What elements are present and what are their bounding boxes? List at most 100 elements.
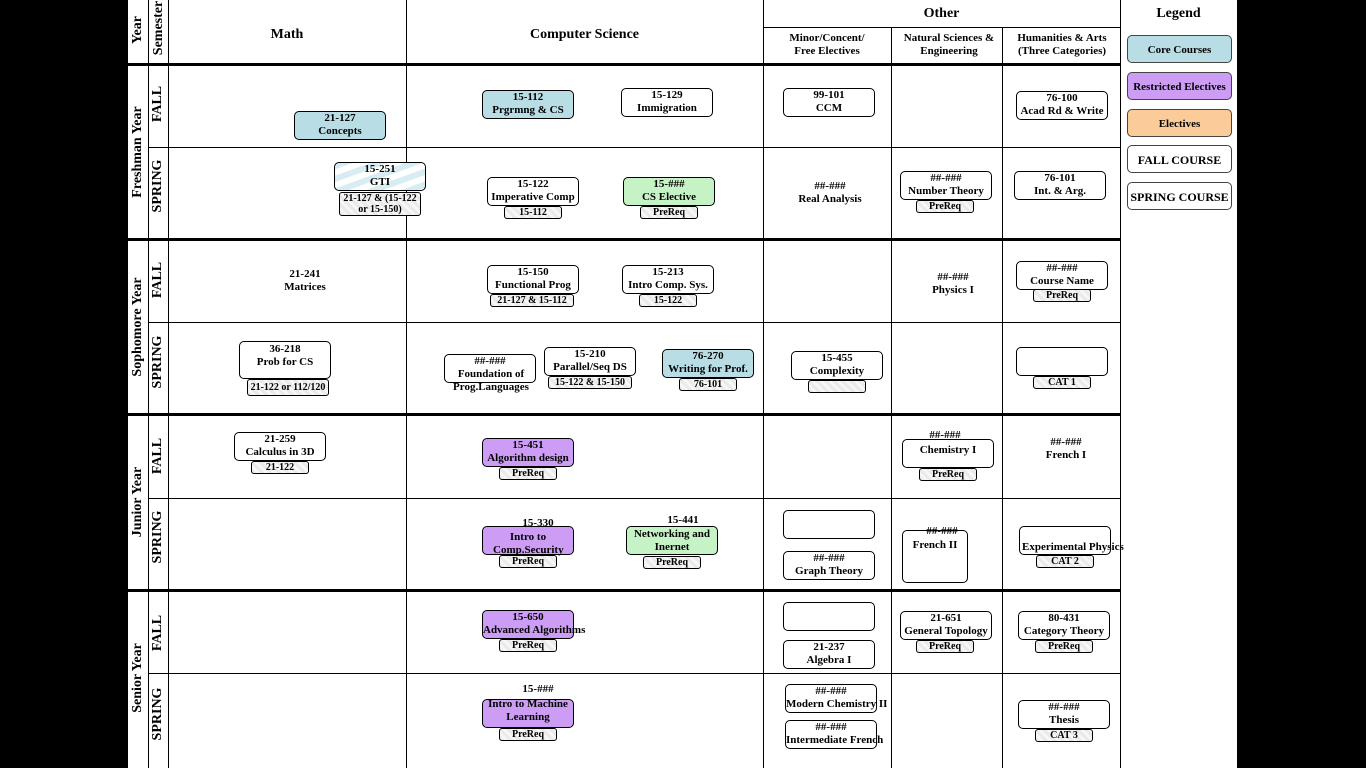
course-code: 15-150 bbox=[517, 266, 549, 278]
prereq-tag: 76-101 bbox=[679, 378, 737, 391]
course-box[interactable]: Intro to Machine Learning bbox=[482, 698, 574, 728]
course-name: Matrices bbox=[284, 281, 326, 293]
course-box[interactable]: 15-210 Parallel/Seq DS bbox=[544, 347, 636, 376]
semester-label: FALL bbox=[150, 85, 165, 123]
course-box[interactable]: 15-451 Algorithm design bbox=[482, 438, 574, 467]
course-code: 15-122 bbox=[517, 178, 549, 190]
course-name: Category Theory bbox=[1023, 625, 1105, 637]
course-code: 21-259 bbox=[264, 433, 296, 445]
prereq-tag: PreReq bbox=[916, 640, 974, 653]
prereq-tag: 15-122 & 15-150 bbox=[548, 376, 632, 389]
course-name: Experimental Physics bbox=[1022, 541, 1124, 553]
course-code: ##-### bbox=[815, 685, 847, 697]
legend-core: Core Courses bbox=[1127, 35, 1232, 63]
semester-label: SPRING bbox=[150, 159, 165, 213]
course-name: French I bbox=[1045, 449, 1087, 461]
course-box[interactable]: 21-127 Concepts bbox=[294, 111, 386, 140]
course-name: Int. & Arg. bbox=[1034, 185, 1086, 197]
course-name: Prgrmng & CS bbox=[492, 104, 564, 116]
course-name: GTI bbox=[369, 176, 391, 188]
grid-line bbox=[128, 589, 1120, 592]
course-box[interactable]: Networking and Inernet bbox=[626, 526, 718, 555]
prereq-tag: PreReq bbox=[1033, 289, 1091, 302]
course-box[interactable]: ##-### Graph Theory bbox=[783, 551, 875, 580]
prereq-tag: 15-112 bbox=[504, 206, 562, 219]
course-name: Intro to Machine Learning bbox=[488, 698, 568, 723]
course-box[interactable]: 15-129 Immigration bbox=[621, 88, 713, 117]
semester-label: FALL bbox=[150, 261, 165, 299]
prereq-tag bbox=[808, 380, 866, 393]
course-code: 21-241 bbox=[289, 268, 321, 280]
course-box[interactable]: 99-101 CCM bbox=[783, 88, 875, 117]
course-box[interactable]: Experimental Physics bbox=[1019, 526, 1124, 555]
course-text[interactable]: ##-### French I bbox=[1019, 436, 1113, 462]
course-box[interactable]: 15-650 Advanced Algorithms bbox=[482, 610, 585, 639]
course-text[interactable]: ##-### Real Analysis bbox=[783, 180, 877, 206]
grid-line bbox=[406, 0, 407, 768]
course-box[interactable]: ##-### Course Name bbox=[1016, 261, 1108, 290]
course-name: Graph Theory bbox=[795, 565, 863, 577]
prereq-tag: PreReq bbox=[1035, 640, 1093, 653]
course-box[interactable]: ##-### Thesis bbox=[1018, 700, 1110, 729]
course-name: Physics I bbox=[932, 284, 974, 296]
course-box[interactable]: 76-100 Acad Rd & Write bbox=[1016, 91, 1108, 120]
grid-line bbox=[148, 498, 1120, 499]
course-box[interactable]: 36-218 Prob for CS bbox=[239, 341, 331, 379]
course-box[interactable]: 15-213 Intro Comp. Sys. bbox=[622, 265, 714, 294]
grid-line bbox=[891, 28, 892, 768]
prereq-tag: PreReq bbox=[643, 556, 701, 569]
course-code: 76-100 bbox=[1046, 92, 1078, 104]
humanities-header: Humanities & Arts (Three Categories) bbox=[1017, 32, 1107, 57]
course-box[interactable]: 15-### CS Elective bbox=[623, 177, 715, 206]
course-box[interactable]: ##-### Number Theory bbox=[900, 171, 992, 200]
year-label: Senior Year bbox=[130, 643, 145, 713]
prereq-tag: CAT 2 bbox=[1036, 555, 1094, 568]
course-code: 76-101 bbox=[1044, 172, 1076, 184]
course-box[interactable]: ##-### Intermediate French bbox=[785, 720, 883, 749]
course-code: 15-210 bbox=[574, 348, 606, 360]
grid-line bbox=[128, 413, 1120, 416]
course-box[interactable] bbox=[783, 510, 875, 539]
course-box[interactable]: ##-### Foundation of Prog.Languages bbox=[444, 354, 536, 393]
grid-line bbox=[1120, 0, 1121, 768]
course-name: Course Name bbox=[1030, 275, 1094, 287]
course-box[interactable]: 15-150 Functional Prog bbox=[487, 265, 579, 294]
course-text[interactable]: 21-241 Matrices bbox=[258, 268, 352, 294]
course-name: General Topology bbox=[904, 625, 988, 637]
other-header: Other bbox=[923, 6, 960, 21]
course-text[interactable]: ##-### Physics I bbox=[906, 271, 1000, 297]
course-code: 99-101 bbox=[813, 89, 845, 101]
course-box[interactable]: 76-101 Int. & Arg. bbox=[1014, 171, 1106, 200]
grid-line bbox=[148, 322, 1120, 323]
course-code: 15-451 bbox=[512, 439, 544, 451]
course-name: Writing for Prof. bbox=[668, 363, 748, 375]
minor-header: Minor/Concent/ Free Electives bbox=[789, 32, 865, 57]
course-box[interactable]: French II bbox=[902, 530, 968, 583]
course-name: Intro to Comp.Security bbox=[493, 531, 564, 556]
course-box[interactable]: 15-455 Complexity Theory bbox=[791, 351, 883, 390]
course-code: ##-### bbox=[474, 355, 506, 367]
course-box[interactable]: 80-431 Category Theory bbox=[1018, 611, 1110, 640]
course-box[interactable]: 15-251 GTI bbox=[334, 162, 426, 191]
prereq-tag: PreReq bbox=[499, 639, 557, 652]
course-box[interactable]: 15-122 Imperative Comp bbox=[487, 177, 579, 206]
legend-title: Legend bbox=[1156, 6, 1201, 21]
course-box[interactable]: 15-112 Prgrmng & CS bbox=[482, 90, 574, 119]
course-name: Immigration bbox=[637, 102, 697, 114]
grid-line bbox=[763, 0, 764, 768]
year-label: Freshman Year bbox=[130, 106, 145, 198]
course-box[interactable]: 21-651 General Topology bbox=[900, 611, 992, 640]
course-box[interactable]: 21-237 Algebra I bbox=[783, 640, 875, 669]
course-box[interactable]: 21-259 Calculus in 3D bbox=[234, 432, 326, 461]
grid-line bbox=[148, 673, 1120, 674]
semester-label: FALL bbox=[150, 614, 165, 652]
course-box[interactable] bbox=[1016, 347, 1108, 376]
course-box[interactable]: 76-270 Writing for Prof. bbox=[662, 349, 754, 378]
course-code: ##-### bbox=[929, 429, 961, 441]
course-box[interactable]: Chemistry I bbox=[902, 439, 994, 468]
course-box[interactable]: ##-### Modern Chemistry II bbox=[785, 684, 887, 713]
course-box[interactable] bbox=[783, 602, 875, 631]
prereq-tag: CAT 1 bbox=[1033, 376, 1091, 389]
course-name: Number Theory bbox=[908, 185, 984, 197]
course-box[interactable]: Intro to Comp.Security bbox=[482, 526, 574, 556]
